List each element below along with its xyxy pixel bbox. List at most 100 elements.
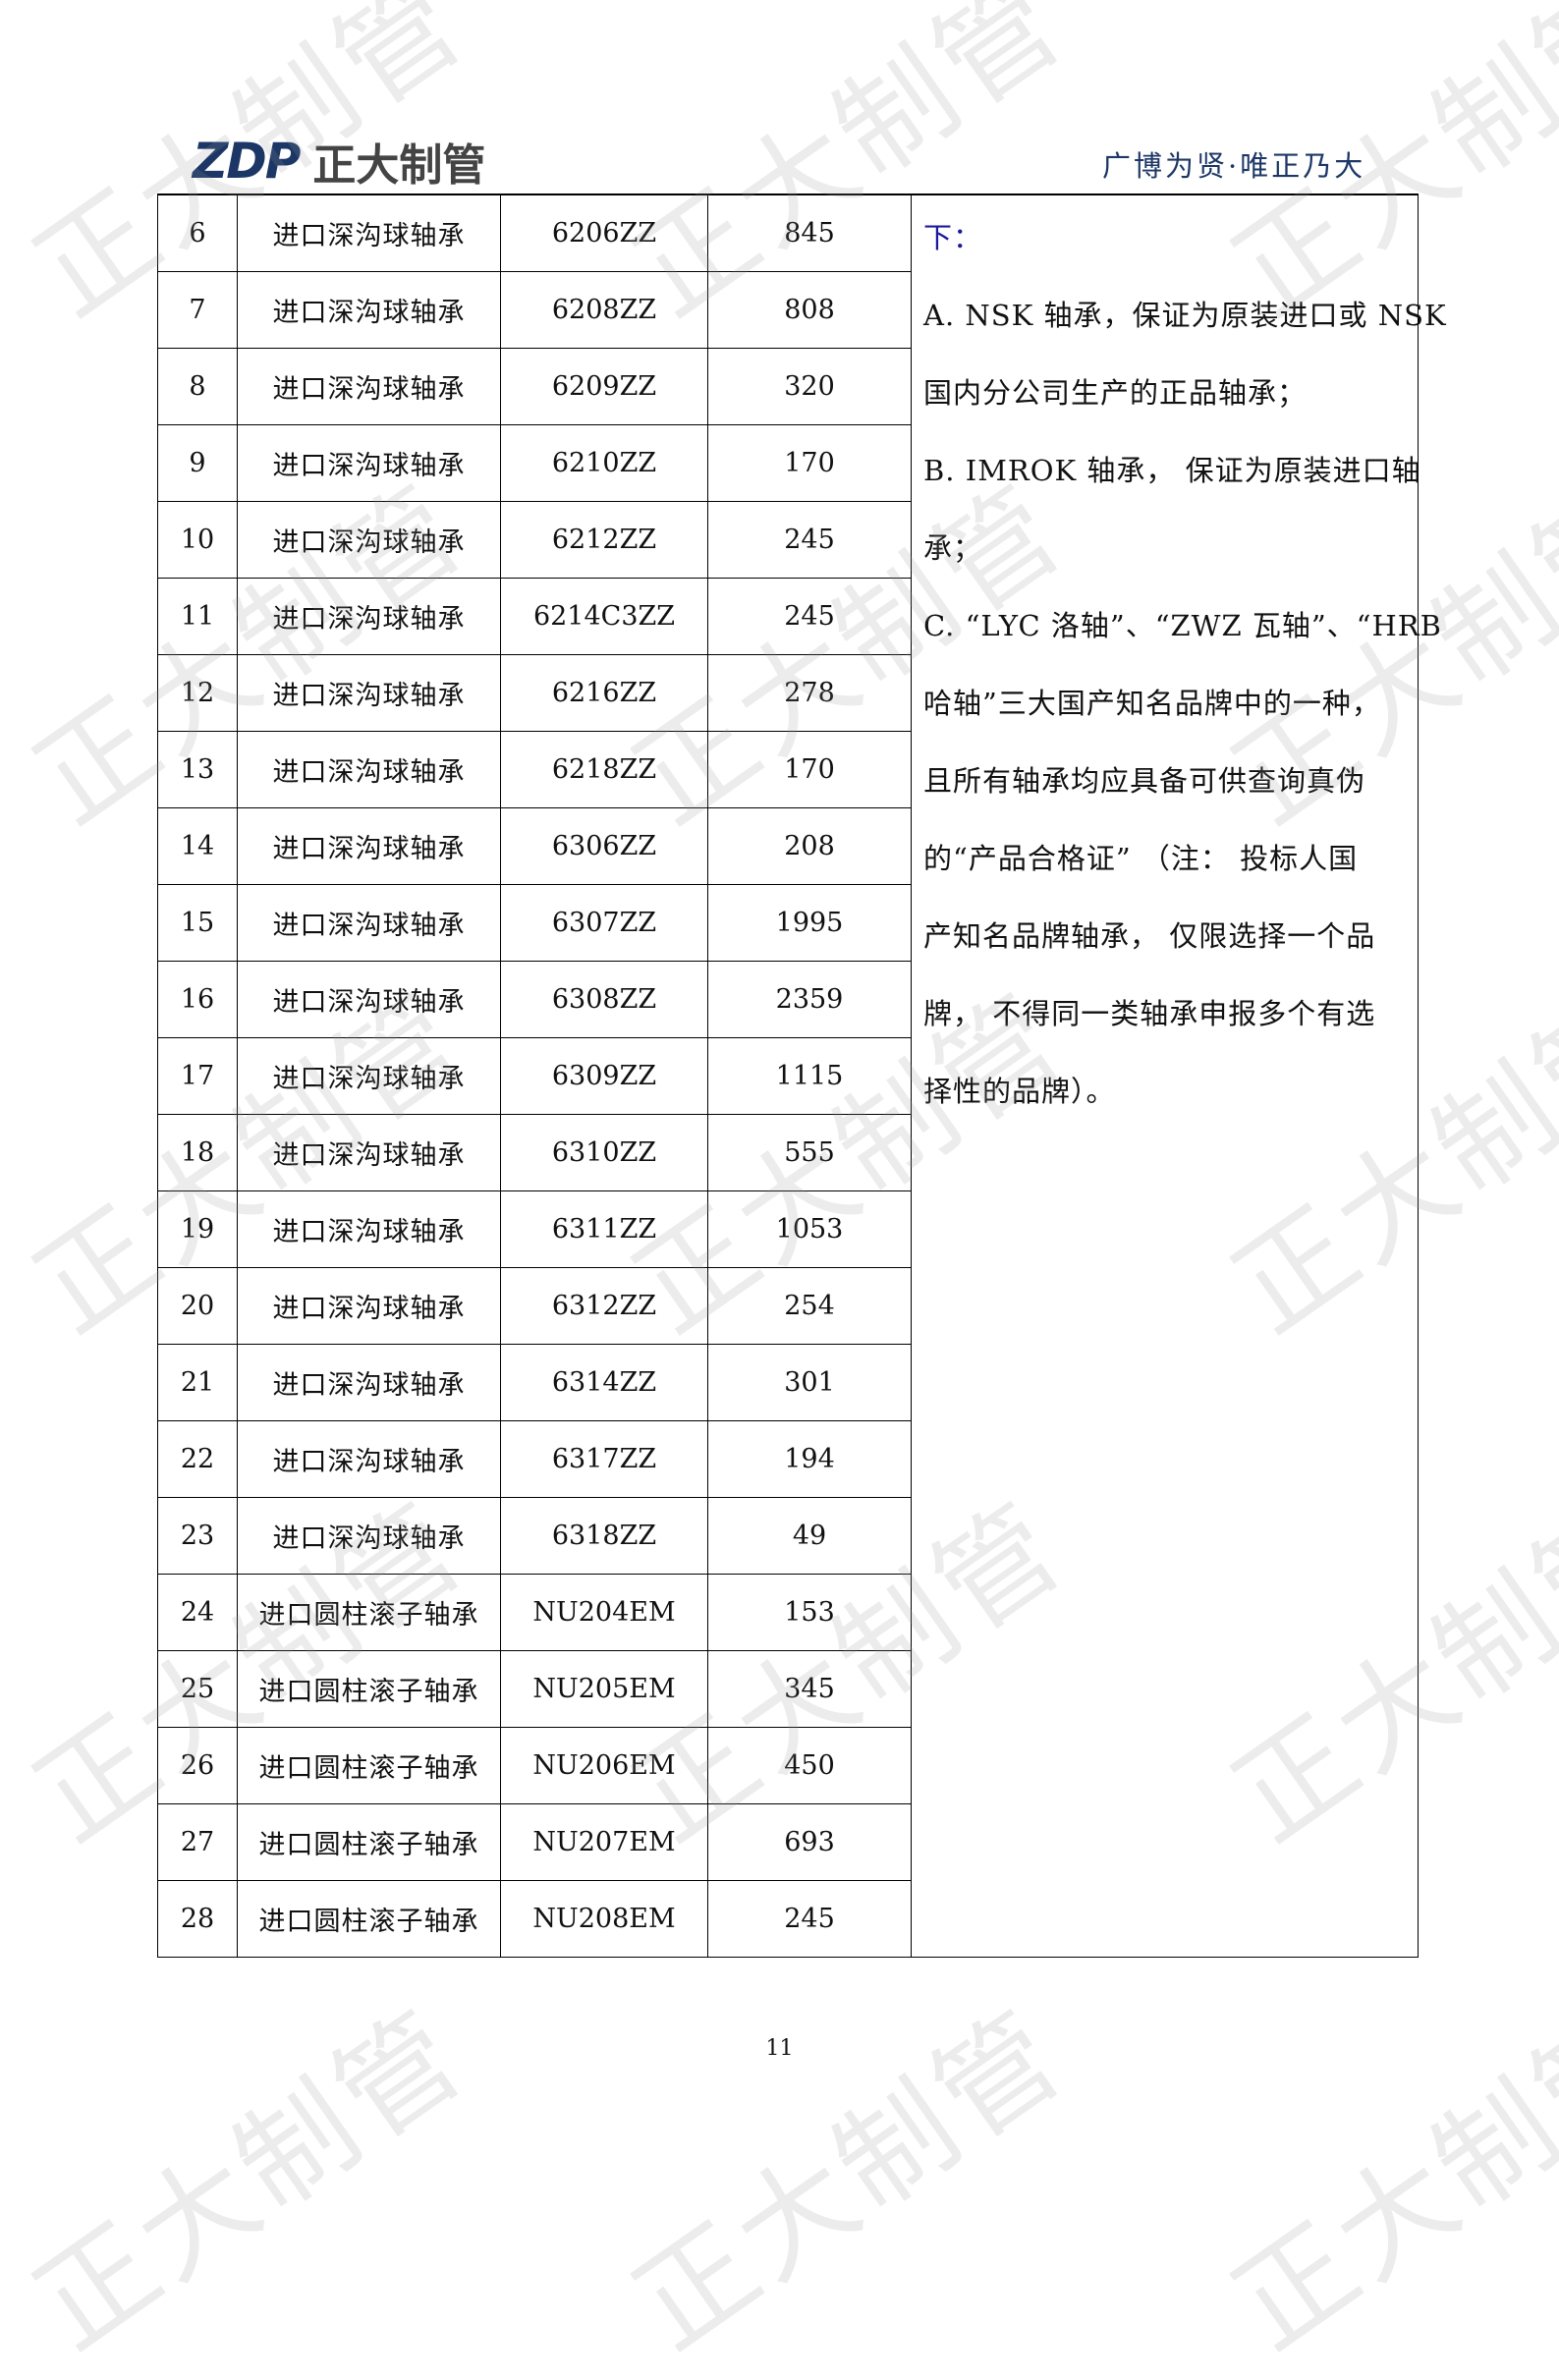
note-line: 国内分公司生产的正品轴承； <box>923 376 1308 410</box>
note-line: 哈轴”三大国产知名品牌中的一种， <box>923 687 1381 720</box>
row-index: 28 <box>157 1880 238 1958</box>
table-row: 28 进口圆柱滚子轴承 NU208EM 245 <box>157 1880 1419 1958</box>
model: NU208EM <box>500 1880 708 1958</box>
item-name: 进口深沟球轴承 <box>237 1037 501 1115</box>
table-row: 25 进口圆柱滚子轴承 NU205EM 345 <box>157 1650 1419 1728</box>
row-index: 23 <box>157 1497 238 1575</box>
row-index: 18 <box>157 1114 238 1191</box>
model: NU205EM <box>500 1650 708 1728</box>
model: 6307ZZ <box>500 884 708 962</box>
model: NU204EM <box>500 1574 708 1651</box>
table-row: 22 进口深沟球轴承 6317ZZ 194 <box>157 1420 1419 1498</box>
quantity: 555 <box>707 1114 912 1191</box>
item-name: 进口深沟球轴承 <box>237 807 501 885</box>
note-line: 下： <box>923 221 983 254</box>
table-row: 10 进口深沟球轴承 6212ZZ 245 <box>157 501 1419 579</box>
table-row: 17 进口深沟球轴承 6309ZZ 1115 <box>157 1037 1419 1115</box>
row-index: 10 <box>157 501 238 579</box>
row-index: 12 <box>157 654 238 732</box>
table-row: 24 进口圆柱滚子轴承 NU204EM 153 <box>157 1574 1419 1651</box>
item-name: 进口深沟球轴承 <box>237 578 501 655</box>
item-name: 进口深沟球轴承 <box>237 961 501 1038</box>
model: 6317ZZ <box>500 1420 708 1498</box>
quantity: 170 <box>707 424 912 502</box>
quantity: 1115 <box>707 1037 912 1115</box>
item-name: 进口深沟球轴承 <box>237 424 501 502</box>
table-row: 19 进口深沟球轴承 6311ZZ 1053 <box>157 1190 1419 1268</box>
note-line: 且所有轴承均应具备可供查询真伪 <box>923 764 1366 798</box>
bearing-table: 6 进口深沟球轴承 6206ZZ 845 下： A. NSK 轴承，保证为原装进口或 NS… <box>157 194 1446 1958</box>
watermark: 正大制管 <box>11 1984 488 2375</box>
table-row: 26 进口圆柱滚子轴承 NU206EM 450 <box>157 1727 1419 1804</box>
table-row: 16 进口深沟球轴承 6308ZZ 2359 <box>157 961 1419 1038</box>
note-line: 牌， 不得同一类轴承申报多个有选 <box>923 997 1376 1030</box>
item-name: 进口深沟球轴承 <box>237 271 501 349</box>
item-name: 进口深沟球轴承 <box>237 1344 501 1421</box>
row-index: 14 <box>157 807 238 885</box>
quantity: 845 <box>707 194 912 272</box>
model: 6214C3ZZ <box>500 578 708 655</box>
note-line: B. IMROK 轴承， 保证为原装进口轴 <box>923 454 1421 487</box>
quantity: 245 <box>707 578 912 655</box>
company-logo: ZDP 正大制管 <box>193 130 485 193</box>
table-row: 12 进口深沟球轴承 6216ZZ 278 <box>157 654 1419 732</box>
row-index: 9 <box>157 424 238 502</box>
model: 6306ZZ <box>500 807 708 885</box>
table-row: 6 进口深沟球轴承 6206ZZ 845 下： A. NSK 轴承，保证为原装进口或 NS… <box>157 194 1446 1958</box>
quantity: 254 <box>707 1267 912 1345</box>
page-number: 11 <box>765 2036 794 2061</box>
table-row: 8 进口深沟球轴承 6209ZZ 320 <box>157 348 1419 425</box>
quantity: 208 <box>707 807 912 885</box>
item-name: 进口深沟球轴承 <box>237 1267 501 1345</box>
table-row: 18 进口深沟球轴承 6310ZZ 555 <box>157 1114 1419 1191</box>
item-name: 进口深沟球轴承 <box>237 1420 501 1498</box>
model: NU206EM <box>500 1727 708 1804</box>
table-row: 20 进口深沟球轴承 6312ZZ 254 <box>157 1267 1419 1345</box>
model: 6308ZZ <box>500 961 708 1038</box>
table-row: 21 进口深沟球轴承 6314ZZ 301 <box>157 1344 1419 1421</box>
model: 6312ZZ <box>500 1267 708 1345</box>
item-name: 进口深沟球轴承 <box>237 731 501 808</box>
row-index: 27 <box>157 1803 238 1881</box>
item-name: 进口深沟球轴承 <box>237 654 501 732</box>
note-line: A. NSK 轴承，保证为原装进口或 NSK <box>923 299 1447 332</box>
quantity: 808 <box>707 271 912 349</box>
quantity: 301 <box>707 1344 912 1421</box>
row-index: 7 <box>157 271 238 349</box>
row-index: 21 <box>157 1344 238 1421</box>
item-name: 进口圆柱滚子轴承 <box>237 1574 501 1651</box>
watermark: 正大制管 <box>1209 1984 1559 2375</box>
model: 6309ZZ <box>500 1037 708 1115</box>
table-row: 7 进口深沟球轴承 6208ZZ 808 <box>157 271 1419 349</box>
model: NU207EM <box>500 1803 708 1881</box>
item-name: 进口深沟球轴承 <box>237 348 501 425</box>
quantity: 320 <box>707 348 912 425</box>
table-row: 13 进口深沟球轴承 6218ZZ 170 <box>157 731 1419 808</box>
quantity: 245 <box>707 1880 912 1958</box>
quantity: 245 <box>707 501 912 579</box>
item-name: 进口深沟球轴承 <box>237 501 501 579</box>
quantity: 278 <box>707 654 912 732</box>
item-name: 进口深沟球轴承 <box>237 1190 501 1268</box>
quantity: 1053 <box>707 1190 912 1268</box>
watermark: 正大制管 <box>610 1984 1087 2375</box>
model: 6311ZZ <box>500 1190 708 1268</box>
model: 6218ZZ <box>500 731 708 808</box>
quantity: 2359 <box>707 961 912 1038</box>
model: 6216ZZ <box>500 654 708 732</box>
item-name: 进口圆柱滚子轴承 <box>237 1650 501 1728</box>
quantity: 345 <box>707 1650 912 1728</box>
note-line: 产知名品牌轴承， 仅限选择一个品 <box>923 919 1376 953</box>
row-index: 24 <box>157 1574 238 1651</box>
quantity: 1995 <box>707 884 912 962</box>
quantity: 693 <box>707 1803 912 1881</box>
logo-mark: ZDP <box>193 133 301 190</box>
item-name: 进口圆柱滚子轴承 <box>237 1803 501 1881</box>
model: 6208ZZ <box>500 271 708 349</box>
row-index: 16 <box>157 961 238 1038</box>
row-index: 19 <box>157 1190 238 1268</box>
table-row: 11 进口深沟球轴承 6214C3ZZ 245 <box>157 578 1419 655</box>
logo-name: 正大制管 <box>312 140 486 191</box>
model: 6212ZZ <box>500 501 708 579</box>
quantity: 153 <box>707 1574 912 1651</box>
